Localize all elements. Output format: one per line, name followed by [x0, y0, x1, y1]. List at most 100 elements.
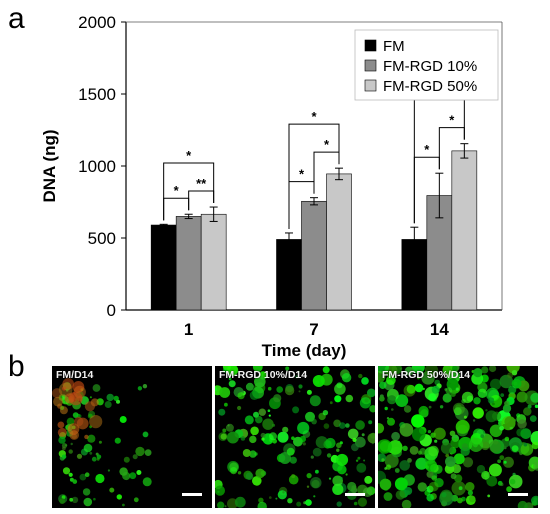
cell-blob: [442, 393, 452, 403]
cell-blob: [98, 440, 102, 444]
cell-blob: [461, 443, 469, 450]
cell-blob: [226, 431, 239, 444]
cell-blob: [523, 407, 532, 416]
cell-blob: [530, 392, 538, 403]
cell-blob: [339, 422, 346, 429]
cell-blob: [268, 414, 271, 417]
cell-blob: [483, 390, 486, 394]
cell-blob: [269, 496, 272, 499]
cell-blob: [245, 472, 254, 480]
cell-blob: [328, 477, 332, 480]
cell-blob: [273, 394, 282, 403]
cell-blob: [476, 465, 486, 474]
cell-blob: [275, 497, 278, 500]
cell-blob: [225, 423, 234, 432]
significance-bracket: [163, 162, 215, 221]
legend-swatch: [364, 39, 377, 52]
cell-blob: [249, 390, 260, 400]
cell-blob: [453, 453, 465, 465]
cell-blob: [345, 423, 350, 428]
cell-blob: [534, 404, 538, 409]
cell-blob: [425, 459, 438, 472]
cell-blob: [381, 458, 385, 462]
cell-blob: [404, 366, 414, 376]
cell-blob: [258, 497, 264, 503]
red-stain-blob: [62, 378, 74, 390]
cell-blob: [83, 443, 93, 453]
cell-blob: [263, 374, 266, 377]
x-tick-label: 1: [184, 320, 193, 339]
cell-blob: [62, 446, 66, 451]
cell-blob: [439, 405, 444, 409]
red-stain-blob: [64, 393, 75, 404]
cell-blob: [310, 477, 322, 489]
cell-blob: [473, 397, 481, 405]
cell-blob: [445, 453, 449, 458]
cell-blob: [485, 410, 498, 423]
bar: [301, 200, 327, 311]
cell-blob: [511, 370, 518, 376]
cell-blob: [267, 386, 272, 391]
cell-blob: [384, 406, 388, 411]
cell-blob: [387, 417, 395, 426]
cell-blob: [297, 421, 310, 435]
cell-blob: [504, 416, 516, 428]
cell-blob: [363, 459, 366, 462]
cell-blob: [433, 427, 446, 440]
cell-blob: [356, 463, 367, 473]
red-stain-blob: [53, 396, 63, 407]
cell-blob: [399, 460, 410, 471]
cell-blob: [431, 475, 438, 481]
cell-blob: [135, 446, 145, 457]
cell-blob: [258, 408, 266, 416]
cell-blob: [452, 366, 458, 372]
significance-label: **: [196, 176, 207, 191]
cell-blob: [313, 495, 316, 498]
cell-blob: [358, 373, 363, 379]
cell-blob: [219, 387, 231, 398]
cell-blob: [402, 445, 408, 451]
cell-blob: [450, 473, 457, 480]
cell-blob: [87, 434, 96, 443]
cell-blob: [341, 373, 352, 383]
cell-blob: [72, 479, 78, 484]
cell-blob: [252, 366, 263, 372]
cell-blob: [417, 482, 427, 492]
cell-blob: [222, 368, 228, 373]
cell-blob: [92, 384, 101, 392]
cell-blob: [262, 418, 274, 430]
cell-blob: [531, 495, 538, 506]
cell-blob: [309, 395, 321, 407]
y-tick-label: 0: [107, 301, 116, 320]
cell-blob: [357, 456, 361, 460]
cell-blob: [411, 414, 425, 428]
x-tick-label: 7: [309, 320, 318, 339]
cell-blob: [249, 435, 257, 444]
cell-blob: [217, 501, 225, 508]
cell-blob: [220, 433, 227, 440]
cell-blob: [240, 436, 246, 441]
micrograph-fm-rgd-50-image: [378, 366, 538, 508]
bar: [276, 239, 302, 311]
cell-blob: [391, 408, 394, 411]
micrograph-fm: FM/D14: [52, 366, 212, 508]
red-stain-blob: [57, 421, 65, 429]
cell-blob: [302, 442, 306, 446]
cell-blob: [481, 366, 489, 374]
bar: [326, 173, 352, 311]
cell-blob: [506, 486, 512, 493]
cell-blob: [406, 384, 416, 394]
cell-blob: [352, 437, 357, 442]
cell-blob: [399, 367, 402, 370]
cell-blob: [414, 383, 424, 393]
cell-blob: [357, 497, 367, 507]
micrograph-fm-rgd-10-image: [215, 366, 375, 508]
cell-blob: [481, 441, 490, 451]
cell-blob: [61, 495, 66, 499]
scale-bar: [508, 493, 528, 496]
cell-blob: [291, 436, 295, 440]
cell-blob: [312, 447, 322, 457]
cell-blob: [445, 456, 456, 467]
legend-box: [354, 29, 499, 101]
cell-blob: [70, 442, 73, 446]
